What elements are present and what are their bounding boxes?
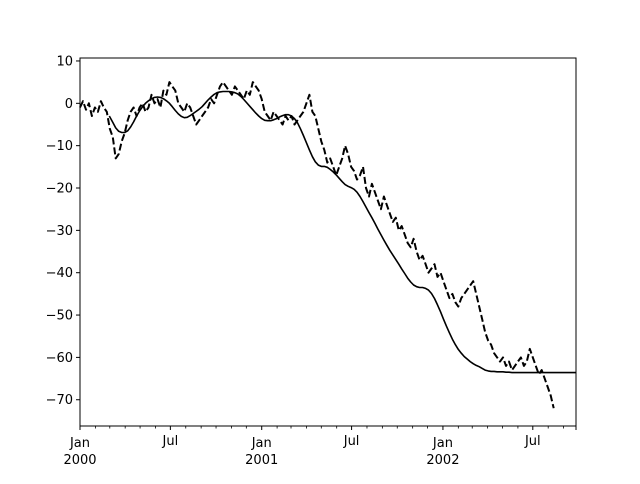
x-tick-year-label: 2001 bbox=[245, 453, 278, 468]
x-tick-label: Jan bbox=[69, 436, 90, 451]
y-tick-label: −60 bbox=[46, 351, 73, 366]
x-tick-label: Jan bbox=[432, 436, 453, 451]
y-axis: 10 0 −10 −20 −30 −40 −50 −60 −70 bbox=[46, 54, 80, 408]
series-layer bbox=[79, 81, 576, 409]
solid-series-line bbox=[108, 90, 576, 374]
y-tick-label: −10 bbox=[46, 139, 73, 154]
x-axis: Jan 2000 Jul Jan 2001 Jul Jan 2002 Jul bbox=[63, 426, 577, 468]
x-tick-year-label: 2002 bbox=[426, 453, 459, 468]
y-tick-label: −20 bbox=[46, 182, 73, 197]
axes-frame bbox=[79, 57, 577, 427]
y-tick-label: −40 bbox=[46, 266, 73, 281]
plot-area bbox=[80, 58, 576, 426]
x-tick-label: Jul bbox=[343, 434, 360, 449]
x-tick-label: Jan bbox=[251, 436, 272, 451]
y-tick-label: −70 bbox=[46, 393, 73, 408]
y-tick-label: −50 bbox=[46, 309, 73, 324]
dashed-series-line bbox=[79, 81, 555, 409]
x-tick-label: Jul bbox=[162, 434, 179, 449]
x-tick-label: Jul bbox=[524, 434, 541, 449]
y-tick-label: −30 bbox=[46, 224, 73, 239]
y-tick-label: 10 bbox=[56, 54, 73, 69]
y-tick-label: 0 bbox=[65, 97, 73, 112]
x-tick-year-label: 2000 bbox=[63, 453, 96, 468]
